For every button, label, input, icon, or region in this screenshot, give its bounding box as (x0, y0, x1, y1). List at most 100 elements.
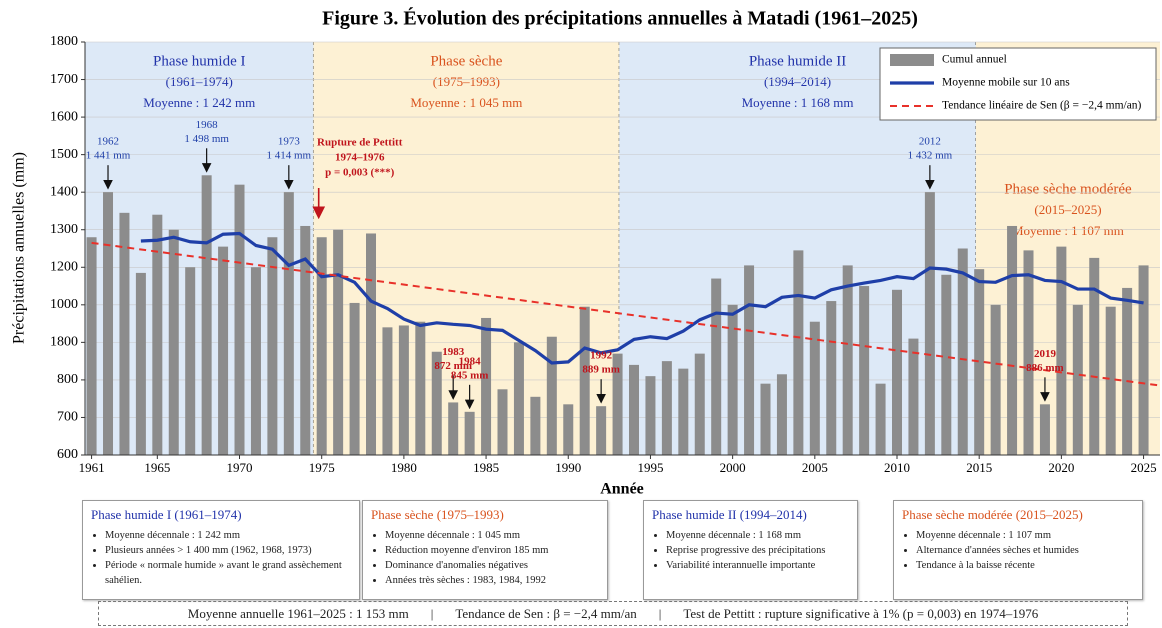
bar (366, 233, 377, 455)
phase-band (313, 42, 620, 455)
info-panel: Phase sèche (1975–1993) Moyenne décennale… (362, 500, 608, 600)
phase-title: Phase humide II (749, 53, 846, 69)
panel-list: Moyenne décennale : 1 107 mmAlternance d… (902, 528, 1134, 573)
bar (612, 353, 623, 455)
y-tick-label: 600 (57, 447, 78, 462)
bar (744, 265, 755, 455)
bar (316, 237, 327, 455)
bar (859, 286, 870, 455)
x-tick-label: 1970 (227, 460, 253, 475)
x-tick-label: 2015 (966, 460, 992, 475)
pettitt-label: Rupture de Pettitt (317, 137, 403, 149)
phase-period: (2015–2025) (1034, 202, 1101, 217)
bar (941, 274, 952, 455)
panel-bullet: Années très sèches : 1983, 1984, 1992 (385, 573, 599, 588)
panel-title: Phase sèche modérée (2015–2025) (902, 507, 1083, 522)
annotation-value: 845 mm (451, 369, 489, 381)
annotation-year: 1973 (278, 136, 301, 148)
phase-period: (1961–1974) (166, 74, 233, 89)
bar (694, 353, 705, 455)
bar (546, 336, 557, 455)
info-panel: Phase humide II (1994–2014) Moyenne décen… (643, 500, 858, 600)
bar (957, 248, 968, 455)
y-tick-label: 1600 (50, 109, 78, 124)
bar (513, 342, 524, 455)
phase-period: (1994–2014) (764, 74, 831, 89)
bar (119, 212, 130, 455)
bar (152, 214, 163, 455)
bar (218, 246, 229, 455)
pettitt-label: p = 0,003 (***) (325, 167, 395, 179)
footer-item: Test de Pettitt : rupture significative … (683, 605, 1039, 621)
bar (431, 351, 442, 455)
bar (661, 361, 672, 455)
y-tick-label: 1200 (50, 259, 78, 274)
bar (826, 301, 837, 455)
footer-item: Tendance de Sen : β = −2,4 mm/an (455, 605, 637, 621)
x-tick-label: 2010 (884, 460, 910, 475)
x-axis-label: Année (600, 481, 644, 498)
y-tick-label: 700 (57, 410, 78, 425)
annotation-year: 2019 (1034, 348, 1057, 360)
bar (1023, 250, 1034, 455)
bar (103, 192, 114, 455)
bar (793, 250, 804, 455)
bar (234, 184, 245, 455)
annotation-value: 1 498 mm (184, 133, 229, 145)
bar (201, 175, 212, 455)
bar (185, 267, 196, 455)
bar (86, 237, 97, 455)
bar (481, 317, 492, 455)
phase-title: Phase sèche (430, 53, 502, 69)
annotation-value: 1 414 mm (267, 150, 312, 162)
bar (250, 267, 261, 455)
x-tick-label: 2000 (720, 460, 746, 475)
x-tick-label: 1965 (144, 460, 170, 475)
panel-bullet: Plusieurs années > 1 400 mm (1962, 1968,… (105, 543, 351, 558)
bar (398, 325, 409, 455)
annotation-year: 1962 (97, 136, 119, 148)
bar (382, 327, 393, 455)
y-tick-label: 1800 (50, 335, 78, 350)
panel-list: Moyenne décennale : 1 168 mmReprise prog… (652, 528, 849, 573)
bar (1122, 287, 1133, 455)
y-tick-label: 1400 (50, 184, 78, 199)
panel-bullet: Alternance d'années sèches et humides (916, 543, 1134, 558)
bar (924, 192, 935, 455)
phase-title: Phase sèche modérée (1004, 181, 1132, 197)
bar (579, 306, 590, 455)
x-tick-label: 1961 (79, 460, 105, 475)
phase-mean: Moyenne : 1 107 mm (1012, 223, 1124, 238)
panel-list: Moyenne décennale : 1 242 mmPlusieurs an… (91, 528, 351, 588)
annotation-year: 1992 (590, 350, 613, 362)
phase-mean: Moyenne : 1 045 mm (410, 95, 522, 110)
bar (267, 237, 278, 455)
bar (168, 229, 179, 455)
y-tick-label: 1800 (50, 34, 78, 49)
footer-item: Moyenne annuelle 1961–2025 : 1 153 mm (187, 605, 409, 621)
bar (1072, 304, 1083, 455)
annotation-value: 889 mm (582, 364, 620, 376)
bar (1089, 257, 1100, 455)
separator: | (430, 605, 434, 621)
bar (448, 402, 459, 455)
annotation-value: 886 mm (1026, 362, 1064, 374)
bar (1007, 225, 1018, 455)
x-tick-label: 2005 (802, 460, 828, 475)
panel-bullet: Période « normale humide » avant le gran… (105, 558, 351, 588)
y-tick-label: 1300 (50, 222, 78, 237)
panel-bullet: Tendance à la baisse récente (916, 558, 1134, 573)
annotation-year: 1968 (196, 119, 219, 131)
panel-bullet: Variabilité interannuelle importante (666, 558, 849, 573)
pettitt-label: 1974–1976 (335, 152, 385, 164)
bar (464, 411, 475, 455)
info-panel: Phase sèche modérée (2015–2025) Moyenne d… (893, 500, 1143, 600)
bar (1105, 306, 1116, 455)
panel-bullet: Reprise progressive des précipitations (666, 543, 849, 558)
panel-bullet: Réduction moyenne d'environ 185 mm (385, 543, 599, 558)
bar (415, 321, 426, 455)
bar (530, 396, 541, 455)
annotation-value: 1 432 mm (908, 150, 953, 162)
phase-title: Phase humide I (153, 53, 245, 69)
